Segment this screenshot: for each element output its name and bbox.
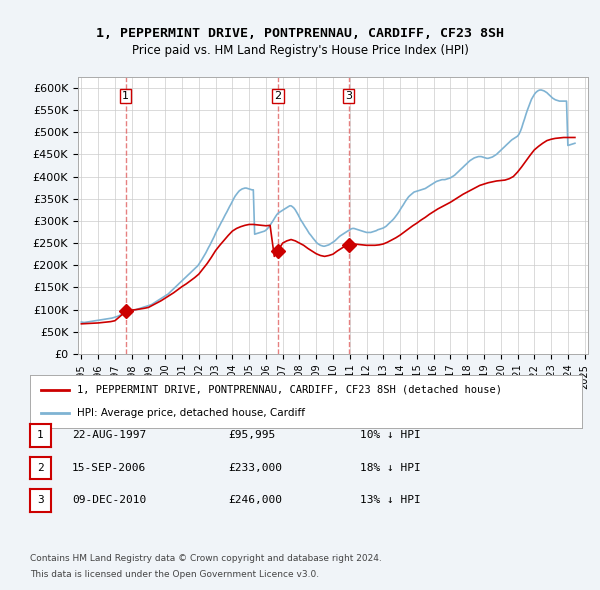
Text: 1, PEPPERMINT DRIVE, PONTPRENNAU, CARDIFF, CF23 8SH (detached house): 1, PEPPERMINT DRIVE, PONTPRENNAU, CARDIF…: [77, 385, 502, 395]
Text: 18% ↓ HPI: 18% ↓ HPI: [360, 463, 421, 473]
Text: 13% ↓ HPI: 13% ↓ HPI: [360, 496, 421, 505]
Text: Price paid vs. HM Land Registry's House Price Index (HPI): Price paid vs. HM Land Registry's House …: [131, 44, 469, 57]
Text: Contains HM Land Registry data © Crown copyright and database right 2024.: Contains HM Land Registry data © Crown c…: [30, 555, 382, 563]
Text: This data is licensed under the Open Government Licence v3.0.: This data is licensed under the Open Gov…: [30, 571, 319, 579]
Text: £95,995: £95,995: [228, 431, 275, 440]
Text: 3: 3: [37, 496, 44, 505]
Text: 2: 2: [37, 463, 44, 473]
Text: 22-AUG-1997: 22-AUG-1997: [72, 431, 146, 440]
Text: £233,000: £233,000: [228, 463, 282, 473]
Text: 3: 3: [345, 91, 352, 101]
Text: 2: 2: [274, 91, 281, 101]
Text: HPI: Average price, detached house, Cardiff: HPI: Average price, detached house, Card…: [77, 408, 305, 418]
Text: 1: 1: [122, 91, 129, 101]
Text: 1, PEPPERMINT DRIVE, PONTPRENNAU, CARDIFF, CF23 8SH: 1, PEPPERMINT DRIVE, PONTPRENNAU, CARDIF…: [96, 27, 504, 40]
Text: 1: 1: [37, 431, 44, 440]
Text: 09-DEC-2010: 09-DEC-2010: [72, 496, 146, 505]
Text: 15-SEP-2006: 15-SEP-2006: [72, 463, 146, 473]
Text: £246,000: £246,000: [228, 496, 282, 505]
Text: 10% ↓ HPI: 10% ↓ HPI: [360, 431, 421, 440]
